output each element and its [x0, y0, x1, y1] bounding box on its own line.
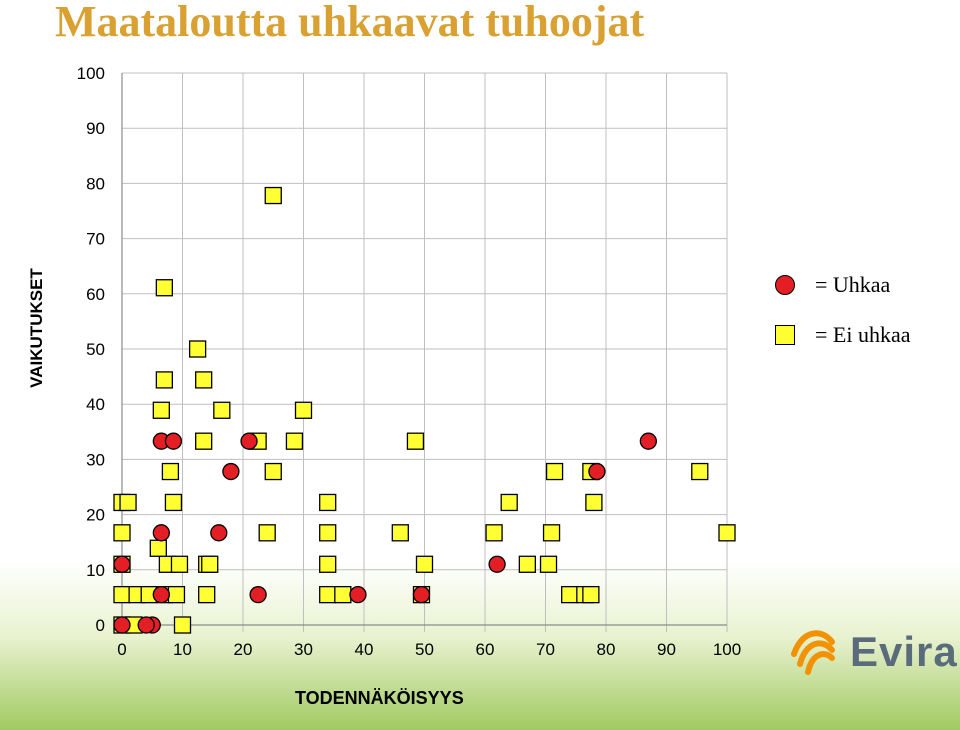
- point-ei-uhkaa: [201, 555, 219, 573]
- y-tick-label: 20: [86, 506, 105, 525]
- x-tick-label: 50: [415, 640, 434, 659]
- x-tick-label: 20: [234, 640, 253, 659]
- point-ei-uhkaa: [500, 493, 518, 512]
- point-ei-uhkaa: [539, 555, 558, 573]
- point-ei-uhkaa: [285, 432, 304, 450]
- point-ei-uhkaa: [319, 493, 337, 512]
- x-tick-label: 40: [355, 640, 374, 659]
- point-ei-uhkaa: [264, 186, 282, 205]
- point-ei-uhkaa: [152, 401, 170, 419]
- point-uhkaa: [412, 585, 431, 604]
- point-ei-uhkaa: [718, 524, 736, 542]
- y-tick-label: 0: [96, 616, 105, 635]
- point-ei-uhkaa: [542, 524, 561, 542]
- y-tick-label: 30: [86, 450, 105, 469]
- y-tick-label: 70: [86, 230, 105, 249]
- point-ei-uhkaa: [161, 462, 180, 481]
- point-ei-uhkaa: [173, 616, 192, 634]
- point-ei-uhkaa: [164, 493, 183, 512]
- point-uhkaa: [137, 616, 155, 634]
- legend-item-ei-uhkaa: = Ei uhkaa: [775, 322, 911, 347]
- x-tick-label: 90: [657, 640, 676, 659]
- point-ei-uhkaa: [155, 279, 174, 297]
- x-tick-label: 10: [173, 640, 192, 659]
- point-uhkaa: [152, 585, 170, 604]
- point-uhkaa: [488, 555, 506, 573]
- point-ei-uhkaa: [198, 585, 216, 604]
- point-ei-uhkaa: [213, 401, 231, 419]
- point-ei-uhkaa: [585, 493, 603, 512]
- point-ei-uhkaa: [119, 493, 137, 512]
- point-ei-uhkaa: [319, 524, 337, 542]
- point-ei-uhkaa: [294, 401, 313, 419]
- point-ei-uhkaa: [485, 524, 503, 542]
- y-tick-label: 40: [86, 395, 105, 414]
- y-tick-label: 100: [77, 64, 105, 83]
- legend-item-uhkaa: = Uhkaa: [775, 272, 891, 297]
- point-uhkaa: [222, 462, 240, 481]
- point-uhkaa: [164, 432, 183, 450]
- legend-label-uhkaa: = Uhkaa: [815, 272, 891, 297]
- legend-square-marker: [775, 325, 795, 345]
- point-ei-uhkaa: [195, 432, 213, 450]
- point-ei-uhkaa: [167, 585, 186, 604]
- point-ei-uhkaa: [188, 340, 207, 358]
- y-tick-label: 10: [86, 561, 105, 580]
- chart-title: Maataloutta uhkaavat tuhoojat: [55, 0, 645, 46]
- data-points: [113, 186, 736, 634]
- point-uhkaa: [210, 524, 228, 542]
- point-uhkaa: [113, 616, 131, 634]
- point-ei-uhkaa: [518, 555, 536, 573]
- point-uhkaa: [152, 524, 170, 542]
- point-ei-uhkaa: [155, 371, 174, 389]
- x-tick-label: 100: [713, 640, 741, 659]
- point-ei-uhkaa: [561, 585, 579, 604]
- point-ei-uhkaa: [170, 555, 189, 573]
- x-tick-label: 80: [597, 640, 616, 659]
- point-uhkaa: [240, 432, 258, 450]
- y-tick-label: 90: [86, 119, 105, 138]
- point-ei-uhkaa: [195, 371, 213, 389]
- point-ei-uhkaa: [264, 462, 282, 481]
- point-ei-uhkaa: [415, 555, 434, 573]
- point-uhkaa: [639, 432, 657, 450]
- point-ei-uhkaa: [319, 555, 337, 573]
- legend-label-ei-uhkaa: = Ei uhkaa: [815, 322, 911, 347]
- point-ei-uhkaa: [319, 585, 337, 604]
- legend-circle-marker: [775, 275, 795, 295]
- logo-text: Evira: [850, 628, 958, 675]
- evira-logo-icon: [791, 630, 835, 675]
- point-ei-uhkaa: [149, 539, 167, 557]
- grid-lines: [121, 72, 728, 632]
- x-tick-label: 0: [117, 640, 126, 659]
- point-ei-uhkaa: [113, 524, 131, 542]
- y-tick-label: 50: [86, 340, 105, 359]
- point-uhkaa: [588, 462, 606, 481]
- point-ei-uhkaa: [113, 585, 131, 604]
- x-tick-label: 30: [294, 640, 313, 659]
- point-ei-uhkaa: [691, 462, 709, 481]
- x-axis-label: TODENNÄKÖISYYS: [295, 688, 464, 708]
- point-uhkaa: [249, 585, 267, 604]
- point-uhkaa: [349, 585, 367, 604]
- y-tick-label: 80: [86, 174, 105, 193]
- point-ei-uhkaa: [406, 432, 425, 450]
- point-ei-uhkaa: [334, 585, 352, 604]
- y-tick-label: 60: [86, 285, 105, 304]
- point-ei-uhkaa: [258, 524, 276, 542]
- point-ei-uhkaa: [391, 524, 409, 542]
- point-uhkaa: [113, 555, 131, 573]
- point-ei-uhkaa: [582, 585, 600, 604]
- x-tick-label: 70: [536, 640, 555, 659]
- tick-labels: 0 10 20 30 40 50 60 70 80 90 100 0 10 20 30 40 50 60 70 80 9…: [77, 64, 742, 659]
- x-tick-label: 60: [476, 640, 495, 659]
- point-ei-uhkaa: [545, 462, 564, 481]
